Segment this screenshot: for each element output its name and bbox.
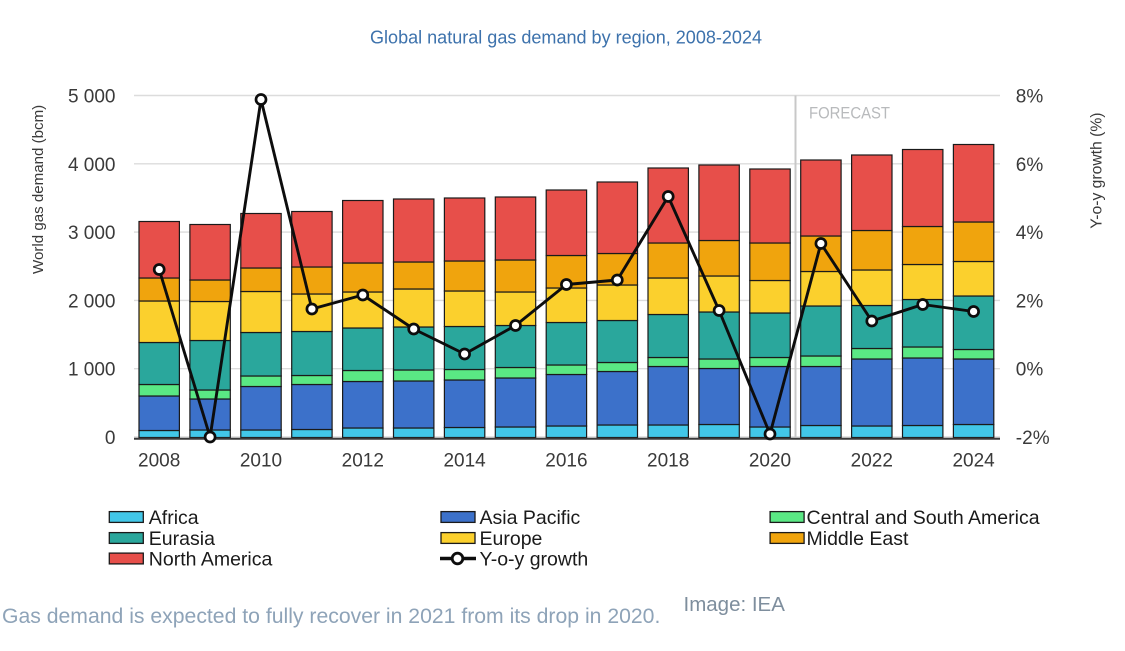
svg-text:3 000: 3 000 — [68, 223, 116, 244]
svg-text:Europe: Europe — [480, 528, 543, 550]
svg-text:0: 0 — [105, 428, 116, 449]
svg-text:8%: 8% — [1016, 87, 1044, 108]
svg-text:Gas demand is expected to full: Gas demand is expected to fully recover … — [2, 605, 660, 628]
svg-text:Y-o-y growth (%): Y-o-y growth (%) — [1089, 112, 1106, 228]
svg-text:Global natural gas demand by r: Global natural gas demand by region, 200… — [370, 26, 762, 47]
svg-text:2 000: 2 000 — [68, 291, 116, 312]
svg-text:Africa: Africa — [149, 507, 199, 529]
svg-text:FORECAST: FORECAST — [809, 105, 890, 123]
svg-text:2%: 2% — [1016, 291, 1044, 312]
svg-text:Y-o-y growth: Y-o-y growth — [480, 549, 589, 571]
svg-text:Eurasia: Eurasia — [149, 528, 215, 550]
svg-text:North America: North America — [149, 549, 273, 571]
svg-text:2010: 2010 — [240, 451, 282, 472]
svg-text:2020: 2020 — [749, 451, 791, 472]
svg-text:Central and South America: Central and South America — [807, 507, 1040, 529]
svg-text:2018: 2018 — [647, 451, 689, 472]
svg-text:Middle East: Middle East — [807, 528, 909, 550]
svg-text:World gas demand (bcm): World gas demand (bcm) — [30, 105, 47, 274]
svg-text:2022: 2022 — [851, 451, 893, 472]
svg-text:2012: 2012 — [342, 451, 384, 472]
svg-text:Image: IEA: Image: IEA — [684, 593, 786, 616]
svg-text:2016: 2016 — [545, 451, 587, 472]
svg-text:6%: 6% — [1016, 155, 1044, 176]
svg-text:4%: 4% — [1016, 223, 1044, 244]
svg-text:0%: 0% — [1016, 360, 1044, 381]
svg-text:1 000: 1 000 — [68, 360, 116, 381]
svg-text:-2%: -2% — [1016, 428, 1050, 449]
svg-text:2014: 2014 — [443, 451, 486, 472]
svg-text:4 000: 4 000 — [68, 155, 116, 176]
svg-text:2024: 2024 — [952, 451, 995, 472]
svg-text:2008: 2008 — [138, 451, 180, 472]
svg-text:Asia Pacific: Asia Pacific — [480, 507, 581, 529]
svg-text:5 000: 5 000 — [68, 87, 116, 108]
